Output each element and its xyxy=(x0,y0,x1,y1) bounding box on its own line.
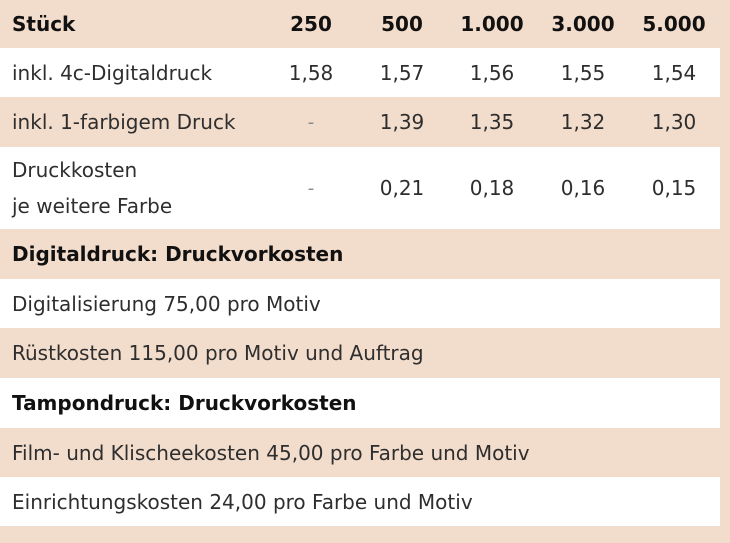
list-item: Digitalisierung 75,00 pro Motiv xyxy=(0,279,720,328)
tampon-heading: Tampondruck: Druckvorkosten xyxy=(12,391,357,415)
list-item: Film- und Klischeekosten 45,00 pro Farbe… xyxy=(0,428,730,477)
digital-item-label: Digitalisierung 75,00 pro Motiv xyxy=(12,291,321,316)
price-cell: 1,54 xyxy=(651,60,697,85)
header-qty-250: 250 xyxy=(290,12,332,36)
price-cell: 1,35 xyxy=(469,110,515,134)
row-label: inkl. 1-farbigem Druck xyxy=(12,110,236,134)
price-cell: 1,58 xyxy=(288,60,334,85)
table-row: inkl. 1-farbigem Druck - 1,39 1,35 1,32 … xyxy=(0,97,730,147)
price-cell: 1,30 xyxy=(651,110,697,134)
row-label-line2: je weitere Farbe xyxy=(12,194,173,218)
price-cell: 1,57 xyxy=(379,60,425,85)
price-cell: 0,18 xyxy=(469,176,515,200)
price-cell: 0,21 xyxy=(379,176,425,200)
section-heading-row: Tampondruck: Druckvorkosten xyxy=(0,378,720,428)
price-cell: 0,16 xyxy=(560,176,606,200)
price-cell: - xyxy=(307,111,315,133)
section-heading-row: Digitaldruck: Druckvorkosten xyxy=(0,229,730,279)
digital-heading: Digitaldruck: Druckvorkosten xyxy=(12,242,344,266)
price-cell: 1,32 xyxy=(560,110,606,134)
price-cell: 1,55 xyxy=(560,60,606,85)
tampon-item-label: Einrichtungskosten 24,00 pro Farbe und M… xyxy=(12,489,473,514)
header-qty-3000: 3.000 xyxy=(551,12,615,36)
price-cell: 0,15 xyxy=(651,176,697,200)
header-label: Stück xyxy=(12,12,76,36)
price-cell: - xyxy=(307,177,315,199)
row-label-line1: Druckkosten xyxy=(12,158,138,182)
price-cell: 1,56 xyxy=(469,60,515,85)
list-item: Einrichtungskosten 24,00 pro Farbe und M… xyxy=(0,477,720,526)
digital-item-label: Rüstkosten 115,00 pro Motiv und Auftrag xyxy=(12,341,424,365)
table-row: Druckkosten je weitere Farbe - 0,21 0,18… xyxy=(0,147,720,229)
header-qty-5000: 5.000 xyxy=(642,12,706,36)
tampon-item-label: Film- und Klischeekosten 45,00 pro Farbe… xyxy=(12,440,530,465)
row-label: inkl. 4c-Digitaldruck xyxy=(12,60,213,85)
header-row: Stück 250 500 1.000 3.000 5.000 xyxy=(0,0,730,48)
table-row: inkl. 4c-Digitaldruck 1,58 1,57 1,56 1,5… xyxy=(0,48,720,97)
price-cell: 1,39 xyxy=(379,110,425,134)
header-qty-1000: 1.000 xyxy=(460,12,524,36)
list-item: Rüstkosten 115,00 pro Motiv und Auftrag xyxy=(0,328,730,378)
row-label: Druckkosten je weitere Farbe xyxy=(0,152,172,224)
header-qty-500: 500 xyxy=(381,12,423,36)
